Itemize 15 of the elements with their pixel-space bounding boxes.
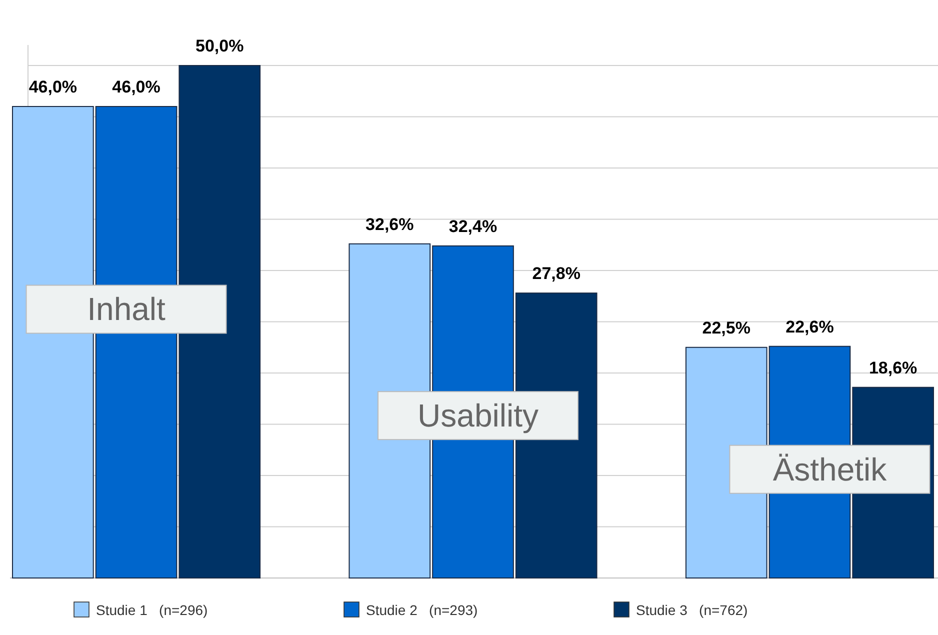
data-label: 46,0% [28, 78, 78, 96]
data-label: 32,6% [366, 214, 414, 234]
data-label: 50,0% [196, 36, 244, 56]
data-label: 46,0% [112, 78, 160, 96]
x-tick-label: Inhalt [87, 291, 166, 328]
data-label: 32,4% [448, 216, 498, 236]
x-tick-label: Usability [418, 398, 538, 434]
legend-label: Studie 1 (n=296) [96, 602, 208, 618]
x-tick-label: Ästhetik [772, 451, 888, 488]
legend-label: Studie 2 (n=293) [366, 602, 478, 618]
legend-label: Studie 3 (n=762) [636, 602, 748, 618]
data-label: 27,8% [532, 264, 580, 284]
data-label: 22,6% [786, 317, 834, 336]
data-label: 18,6% [868, 358, 918, 378]
data-label: 22,5% [702, 318, 750, 338]
